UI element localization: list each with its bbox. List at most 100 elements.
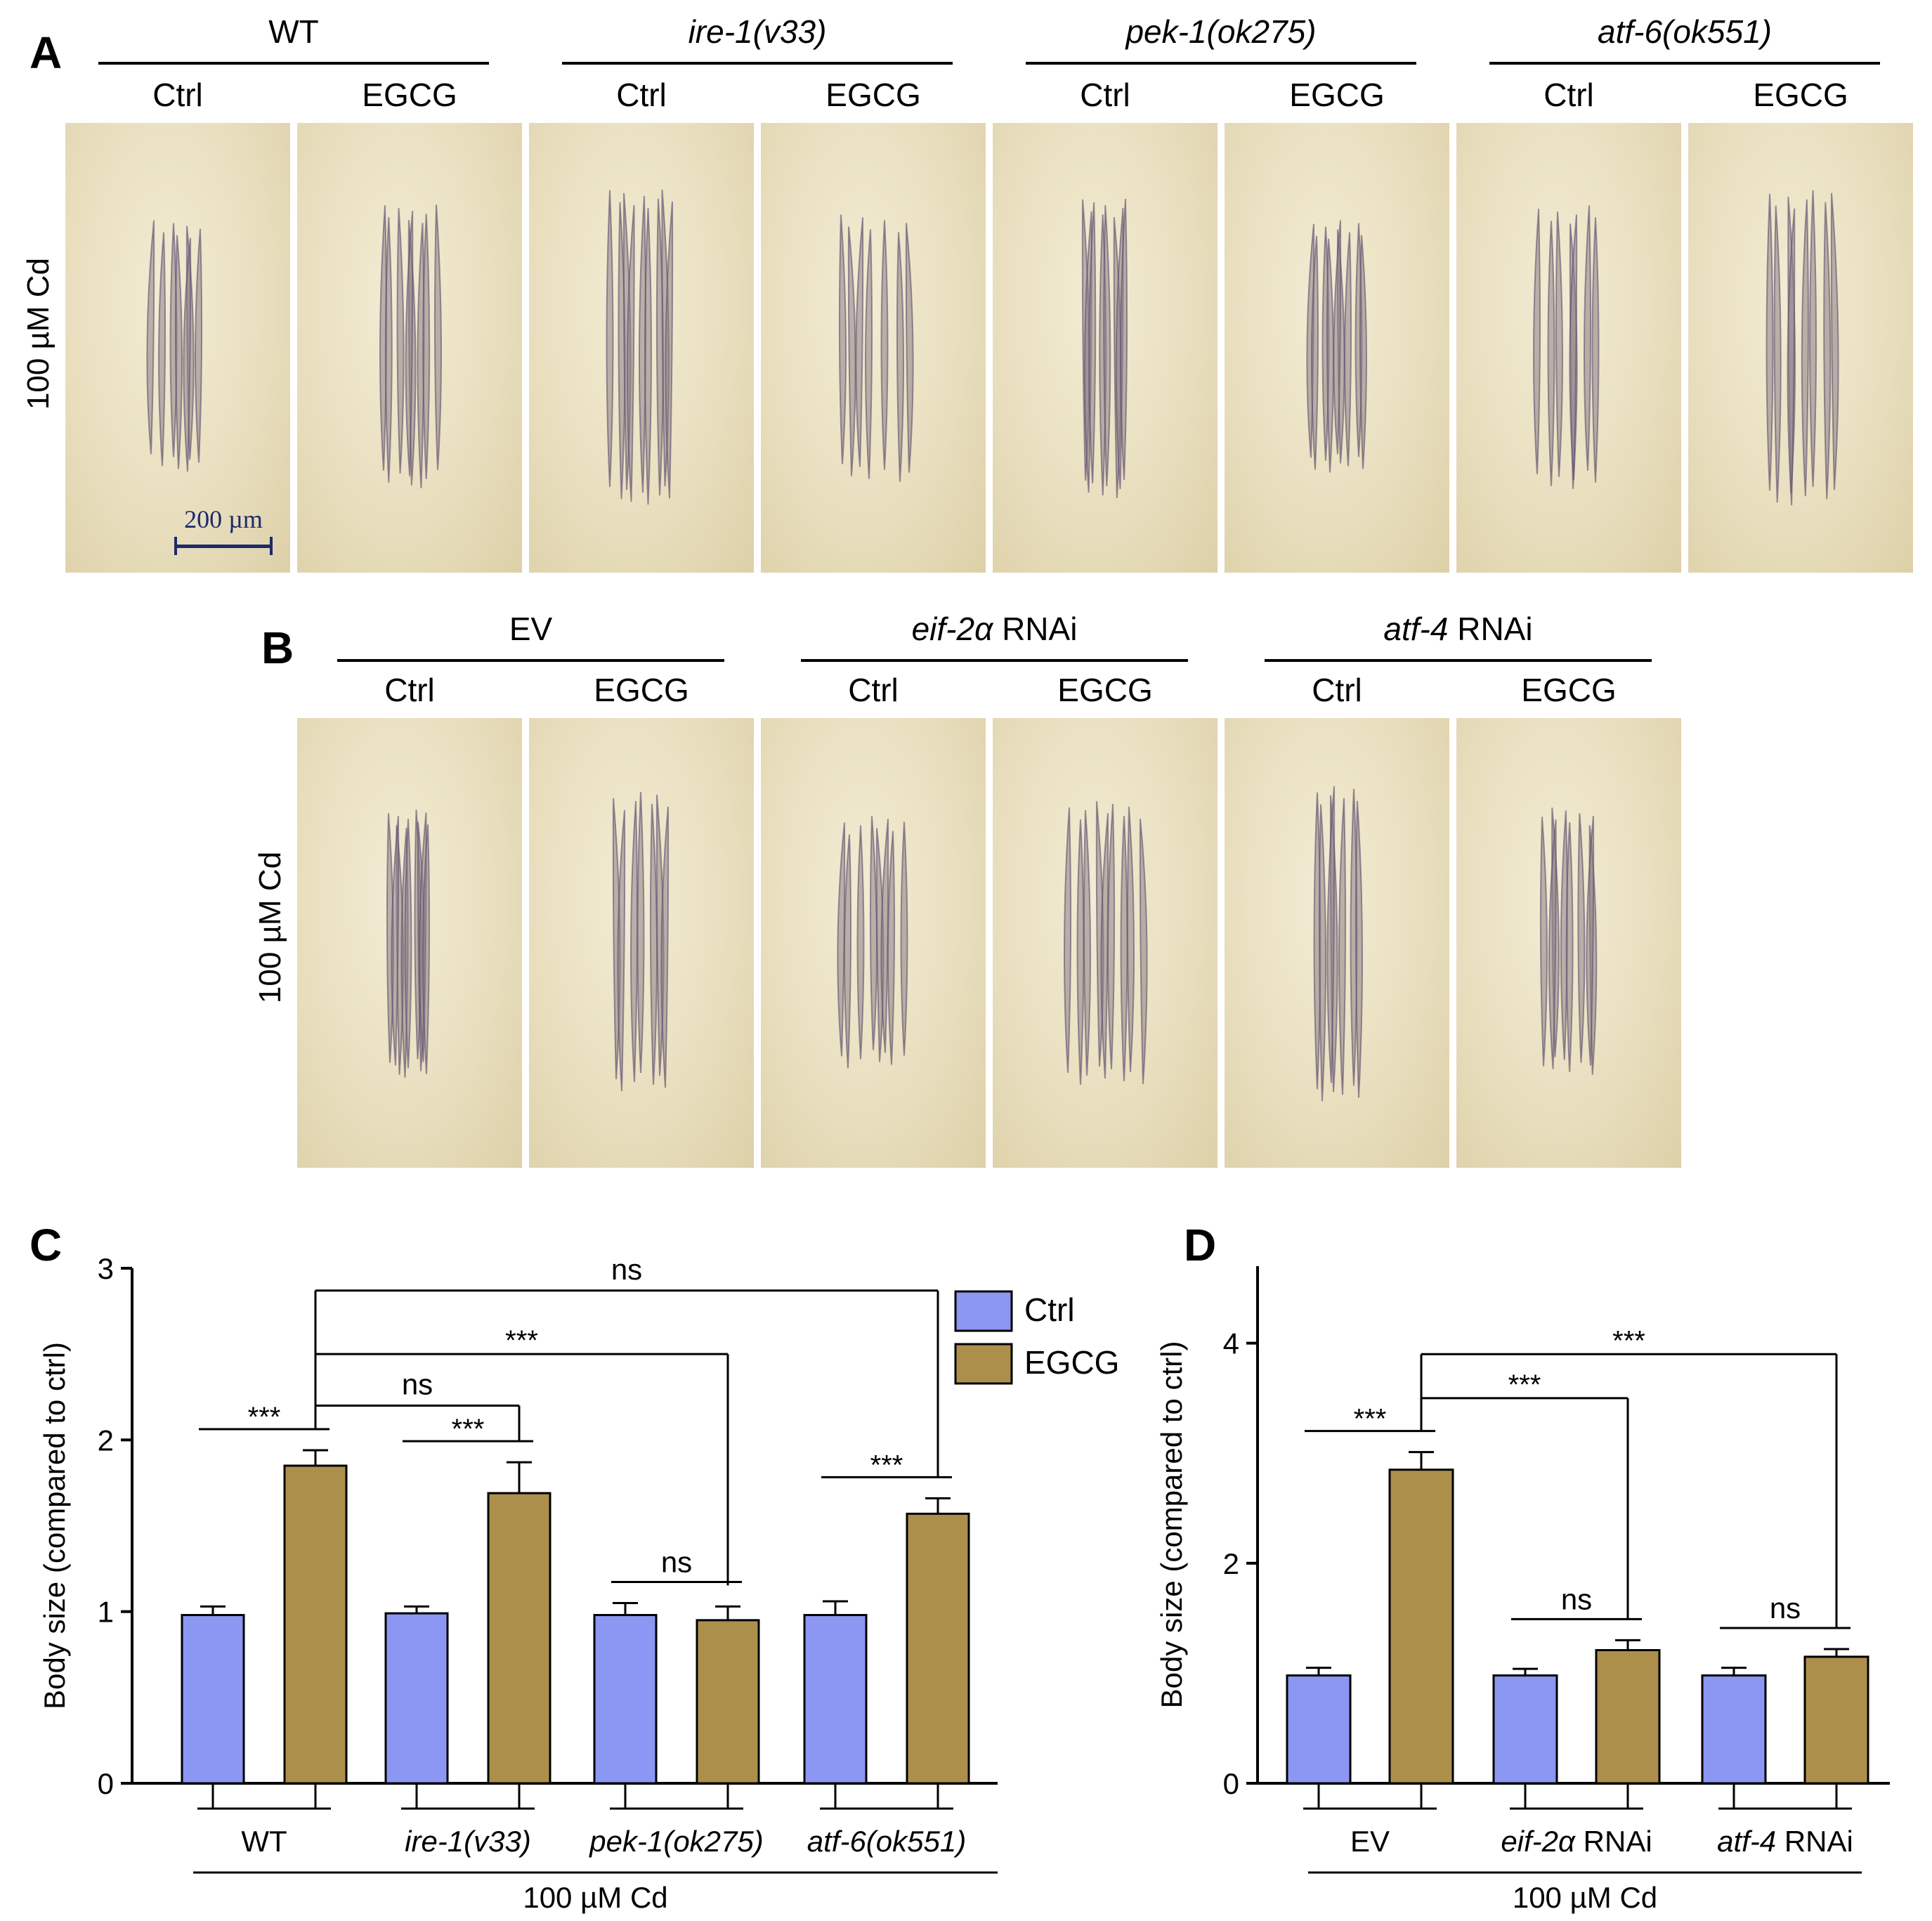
bar-egcg [1595,1649,1661,1785]
worm-shape [384,217,393,483]
panel-a-photo [65,123,290,573]
panel-a-group-label-italic: atf-6(ok551) [1597,13,1772,50]
worm-shape [900,821,908,1056]
y-axis-label: Body size (compared to ctrl) [1155,1341,1188,1709]
bracket-label: *** [1508,1369,1541,1400]
scale-bar [174,545,273,548]
panel-a-photo-worms [1081,198,1128,499]
panel-b-side-label: 100 µM Cd [253,851,287,1004]
panel-a-group-label: atf-6(ok551) [1489,13,1880,51]
panel-b-group-line [801,659,1188,662]
panel-b-group-label-text: EV [509,611,553,647]
worm-shape [422,214,431,479]
worm-shape [617,809,626,1092]
worm-shape [649,803,658,1086]
worm-shape [629,800,639,1083]
panel-b-group-label-italic: atf-4 [1383,611,1449,647]
worm-shape [405,211,414,476]
worm-shape [1119,198,1128,481]
panel-b-photo-worms [837,816,908,1069]
panel-a-condition-label: Ctrl [1080,77,1130,113]
worm-shape [880,220,889,470]
bar-ctrl [384,1612,449,1785]
panel-a-photo-worms [1532,205,1600,489]
legend-swatch [954,1290,1013,1332]
panel-a-photo-worms [606,189,674,505]
worm-shape [174,235,183,469]
panel-a-photo-worms [379,204,443,488]
worm-shape [856,825,865,1060]
bar-egcg [487,1492,551,1785]
worm-shape [838,214,847,464]
category-label-suffix: RNAi [1575,1825,1652,1858]
worm-shape [404,819,412,1069]
panel-b-photo [529,718,754,1168]
panel-a-condition-label: EGCG [1753,77,1848,113]
worm-shape [1830,193,1839,490]
worm-shape [194,228,203,463]
chart-c: Body size (compared to ctrl) 0 1 2 3 WT ire-1(… [38,1252,1119,1914]
worm-shape [157,232,167,467]
worm-shape [905,223,914,473]
category-label: eif-2α RNAi [1501,1825,1652,1858]
panel-a-group-line [98,62,489,65]
panel-a-group-label: WT [98,13,489,51]
worm-shape [1765,193,1774,491]
worm-shape [637,791,645,1074]
bar-ctrl [1286,1674,1352,1785]
worm-shape [1088,202,1097,484]
worm-shape [1823,202,1832,500]
worm-shape [1100,813,1109,1079]
panel-a-group-label: pek-1(ok275) [1026,13,1416,51]
worm-shape [606,190,614,488]
worm-shape [855,217,864,467]
worm-shape [869,816,878,1050]
bracket-label: *** [1612,1325,1645,1356]
y-tick-label: 1 [98,1596,114,1629]
worm-shape [1318,804,1327,1102]
panel-b-photo [761,718,986,1168]
worm-shape [391,816,400,1066]
category-label: ire-1(v33) [405,1825,531,1858]
panel-a-photo-worms [1306,220,1368,473]
bar-egcg [283,1464,348,1785]
worm-shape [1577,813,1586,1063]
panel-b-group-label: EV [337,610,724,648]
category-label-suffix: EV [1350,1825,1390,1858]
bar-ctrl [181,1614,245,1785]
worm-shape [1565,822,1574,1072]
worm-shape [1326,786,1336,1083]
worm-shape [1548,819,1557,1069]
significance-label: *** [1354,1404,1387,1435]
panel-b-photo [1456,718,1681,1168]
worm-shape [665,201,674,499]
y-tick-label: 3 [98,1252,114,1285]
worm-shape [183,237,192,472]
panel-a-condition-label: Ctrl [152,77,203,113]
worm-shape [1583,205,1592,471]
panel-a-condition-label: EGCG [1289,77,1385,113]
worm-shape [1103,204,1111,487]
legend-label: Ctrl [1024,1291,1075,1328]
worm-shape [837,822,846,1057]
panel-b-condition-label: EGCG [594,672,689,708]
worm-shape [1139,819,1148,1084]
panel-a-side-label: 100 µM Cd [21,257,56,410]
bar-ctrl [593,1614,658,1785]
worm-shape [880,819,889,1053]
category-label: atf-4 RNAi [1717,1825,1853,1858]
panel-a-group-line [1489,62,1880,65]
panel-a-group-label-italic: ire-1(v33) [688,13,827,50]
panel-a-photo [1688,123,1913,573]
panel-b-group-label-suffix: RNAi [1448,611,1533,647]
y-tick-label: 0 [1223,1767,1239,1800]
legend-label: EGCG [1024,1344,1119,1381]
panel-b-group-label-suffix: RNAi [993,611,1078,647]
worm-shape [396,208,405,474]
worm-shape [1787,208,1796,506]
y-tick-label: 4 [1223,1327,1239,1360]
scale-bar-label: 200 µm [184,505,263,533]
panel-a-photo [1225,123,1449,573]
panel-b-group-label: atf-4 RNAi [1265,610,1652,648]
panel-a-condition-label: EGCG [362,77,457,113]
